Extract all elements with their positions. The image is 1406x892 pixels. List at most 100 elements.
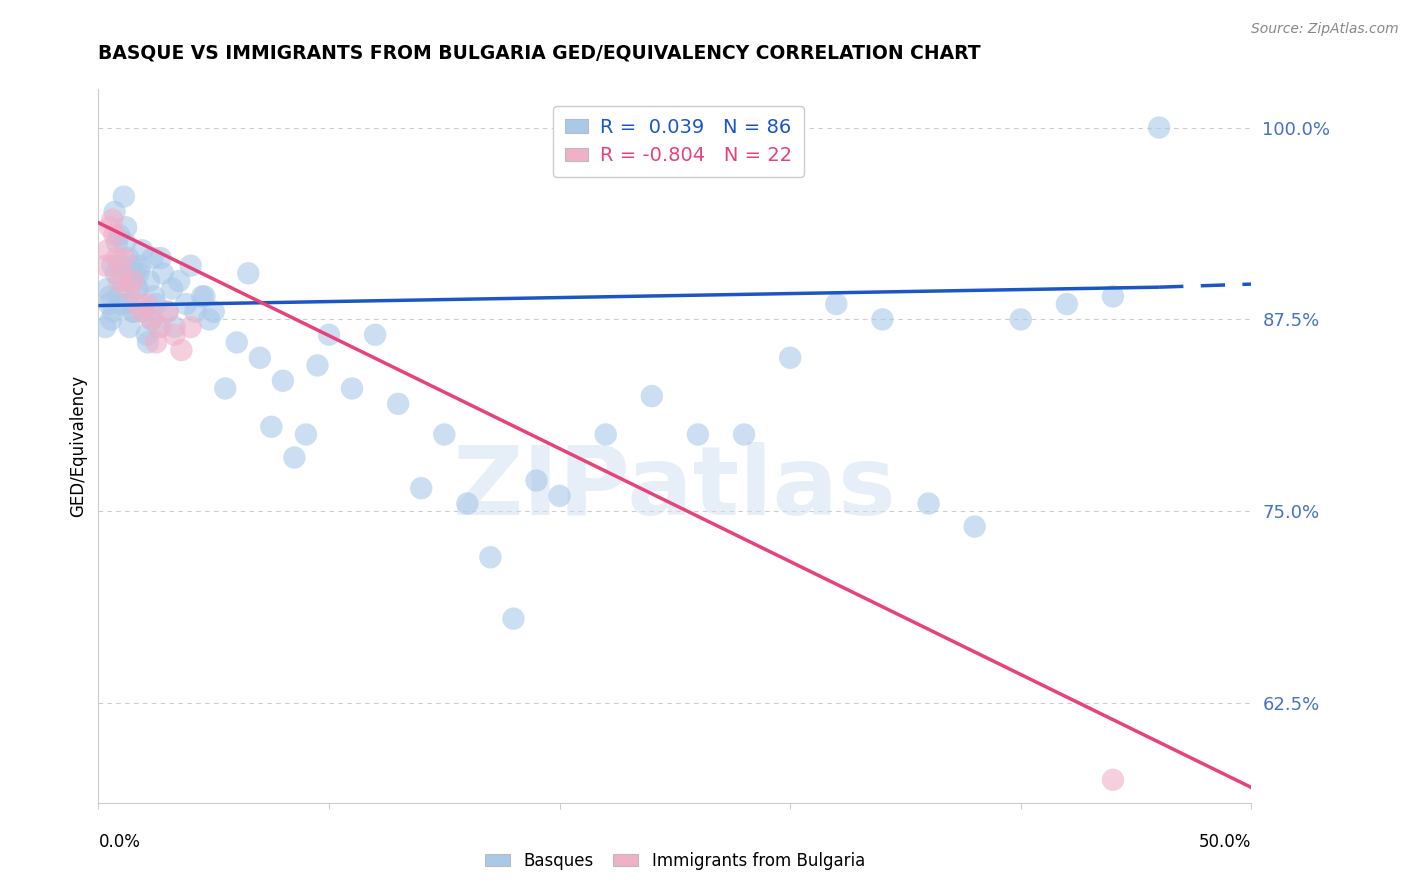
Point — [156, 304, 179, 318]
Point — [184, 304, 207, 318]
Point — [101, 212, 124, 227]
Point — [180, 259, 202, 273]
Legend: Basques, Immigrants from Bulgaria: Basques, Immigrants from Bulgaria — [478, 846, 872, 877]
Point — [107, 289, 129, 303]
Point — [129, 259, 152, 273]
Point — [202, 304, 225, 318]
Point — [145, 297, 167, 311]
Point — [103, 227, 125, 242]
Point — [156, 304, 179, 318]
Point — [170, 343, 193, 357]
Point — [142, 289, 165, 303]
Point — [94, 320, 117, 334]
Point — [111, 274, 134, 288]
Point — [260, 419, 283, 434]
Point — [114, 235, 136, 250]
Point — [98, 220, 121, 235]
Text: BASQUE VS IMMIGRANTS FROM BULGARIA GED/EQUIVALENCY CORRELATION CHART: BASQUE VS IMMIGRANTS FROM BULGARIA GED/E… — [98, 44, 981, 62]
Point — [479, 550, 502, 565]
Point — [526, 474, 548, 488]
Point — [125, 282, 148, 296]
Point — [104, 266, 127, 280]
Point — [1102, 289, 1125, 303]
Point — [97, 297, 120, 311]
Point — [174, 297, 197, 311]
Point — [118, 320, 141, 334]
Point — [238, 266, 260, 280]
Point — [225, 335, 247, 350]
Point — [152, 266, 174, 280]
Point — [101, 259, 124, 273]
Point — [135, 297, 157, 311]
Point — [198, 312, 221, 326]
Point — [108, 274, 131, 288]
Point — [112, 251, 135, 265]
Point — [249, 351, 271, 365]
Point — [180, 320, 202, 334]
Point — [1056, 297, 1078, 311]
Point — [872, 312, 894, 326]
Point — [136, 335, 159, 350]
Point — [131, 304, 153, 318]
Point — [163, 327, 186, 342]
Point — [117, 251, 139, 265]
Point — [141, 312, 163, 326]
Text: 0.0%: 0.0% — [98, 833, 141, 852]
Point — [456, 497, 478, 511]
Point — [1102, 772, 1125, 787]
Point — [295, 427, 318, 442]
Point — [271, 374, 294, 388]
Point — [283, 450, 305, 465]
Point — [117, 297, 139, 311]
Point — [779, 351, 801, 365]
Point — [127, 282, 149, 296]
Point — [160, 282, 183, 296]
Point — [138, 274, 160, 288]
Point — [191, 289, 214, 303]
Point — [115, 220, 138, 235]
Text: Source: ZipAtlas.com: Source: ZipAtlas.com — [1251, 22, 1399, 37]
Point — [97, 282, 120, 296]
Point — [124, 266, 146, 280]
Point — [105, 235, 128, 250]
Point — [963, 519, 986, 533]
Point — [105, 251, 128, 265]
Point — [307, 359, 329, 373]
Point — [122, 304, 145, 318]
Point — [411, 481, 433, 495]
Point — [145, 335, 167, 350]
Point — [1010, 312, 1032, 326]
Point — [141, 312, 163, 326]
Point — [340, 381, 363, 395]
Point — [127, 297, 149, 311]
Point — [686, 427, 709, 442]
Point — [595, 427, 617, 442]
Point — [100, 312, 122, 326]
Y-axis label: GED/Equivalency: GED/Equivalency — [69, 375, 87, 517]
Point — [733, 427, 755, 442]
Point — [641, 389, 664, 403]
Point — [318, 327, 340, 342]
Point — [98, 289, 121, 303]
Point — [94, 259, 117, 273]
Point — [135, 327, 157, 342]
Text: ZIPatlas: ZIPatlas — [453, 442, 897, 535]
Point — [134, 304, 156, 318]
Point — [364, 327, 387, 342]
Point — [1147, 120, 1170, 135]
Point — [121, 259, 143, 273]
Point — [193, 289, 215, 303]
Point — [103, 304, 125, 318]
Point — [131, 244, 153, 258]
Point — [122, 304, 145, 318]
Point — [120, 274, 142, 288]
Point — [825, 297, 848, 311]
Point — [110, 259, 132, 273]
Point — [149, 251, 172, 265]
Point — [103, 205, 125, 219]
Point — [112, 189, 135, 203]
Point — [214, 381, 236, 395]
Point — [142, 251, 165, 265]
Point — [149, 320, 172, 334]
Text: 50.0%: 50.0% — [1199, 833, 1251, 852]
